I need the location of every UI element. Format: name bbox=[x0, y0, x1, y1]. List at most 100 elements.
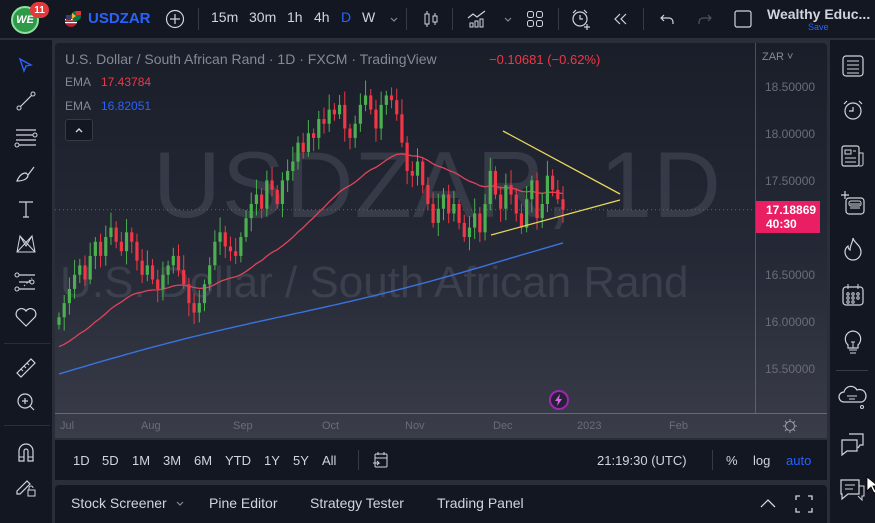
candle-body bbox=[374, 109, 378, 129]
magnet-tool[interactable] bbox=[12, 438, 40, 466]
text-tool[interactable] bbox=[12, 195, 40, 223]
range-ytd[interactable]: YTD bbox=[225, 453, 251, 468]
candle-body bbox=[493, 170, 498, 195]
data-window-button[interactable] bbox=[838, 188, 868, 218]
candle-body bbox=[223, 232, 227, 247]
favorites-tool[interactable] bbox=[12, 304, 40, 332]
candle-body bbox=[104, 237, 108, 256]
fib-retracement-tool[interactable] bbox=[12, 123, 40, 151]
auto-scale-toggle[interactable]: auto bbox=[786, 453, 812, 468]
currency-selector[interactable]: ZAR ˅ bbox=[762, 51, 794, 63]
measure-tool[interactable] bbox=[12, 354, 40, 382]
chart-type-button[interactable] bbox=[420, 8, 442, 30]
chevron-down-icon[interactable] bbox=[175, 500, 185, 508]
watchlist-button[interactable] bbox=[838, 51, 868, 81]
collapse-legend-button[interactable] bbox=[65, 119, 93, 141]
ideas-button[interactable] bbox=[838, 327, 868, 357]
interval-w[interactable]: W bbox=[362, 9, 376, 25]
candle-body bbox=[213, 241, 217, 266]
ema-slow-legend[interactable]: EMA 16.82051 bbox=[65, 99, 151, 113]
time-axis[interactable] bbox=[55, 413, 827, 438]
trendline-lower[interactable] bbox=[490, 199, 621, 236]
ema-fast-legend[interactable]: EMA 17.43784 bbox=[65, 75, 151, 89]
undo-button[interactable] bbox=[656, 8, 678, 30]
candle-body bbox=[327, 109, 331, 124]
create-alert-button[interactable] bbox=[570, 8, 592, 30]
symbol-search-button[interactable]: USDZAR bbox=[88, 10, 151, 27]
prediction-tool[interactable] bbox=[12, 268, 40, 296]
candle-body bbox=[296, 142, 300, 162]
interval-dropdown-button[interactable] bbox=[383, 8, 405, 30]
add-symbol-button[interactable] bbox=[164, 8, 186, 30]
calendar-icon bbox=[842, 284, 864, 306]
candle-body bbox=[509, 185, 513, 195]
price-plot[interactable] bbox=[55, 43, 755, 413]
chart-settings-icon[interactable] bbox=[782, 418, 798, 434]
range-6m[interactable]: 6M bbox=[194, 453, 213, 468]
layout-button[interactable] bbox=[524, 8, 546, 30]
candle-body bbox=[556, 189, 560, 200]
hotlists-button[interactable] bbox=[838, 234, 868, 264]
candle-body bbox=[244, 218, 248, 238]
range-all[interactable]: All bbox=[322, 453, 337, 468]
tab-stock-screener[interactable]: Stock Screener bbox=[71, 495, 167, 511]
interval-1h[interactable]: 1h bbox=[287, 9, 303, 25]
calendar-button[interactable] bbox=[838, 280, 868, 310]
pattern-tool[interactable] bbox=[12, 230, 40, 258]
candle-body bbox=[124, 232, 129, 252]
go-to-date-icon[interactable] bbox=[372, 451, 390, 469]
redo-button[interactable] bbox=[694, 8, 716, 30]
price-axis[interactable] bbox=[755, 43, 827, 413]
news-button[interactable] bbox=[838, 141, 868, 171]
range-5d[interactable]: 5D bbox=[102, 453, 119, 468]
time-label: Feb bbox=[669, 420, 688, 432]
candle-body bbox=[171, 255, 175, 266]
cursor-tool[interactable] bbox=[12, 52, 40, 80]
range-5y[interactable]: 5Y bbox=[293, 453, 309, 468]
tab-strategy-tester[interactable]: Strategy Tester bbox=[310, 495, 404, 511]
candle-body bbox=[311, 133, 316, 138]
range-3m[interactable]: 3M bbox=[163, 453, 182, 468]
interval-15m[interactable]: 15m bbox=[211, 9, 239, 25]
range-1y[interactable]: 1Y bbox=[264, 453, 280, 468]
alerts-button[interactable] bbox=[838, 95, 868, 125]
events-marker[interactable] bbox=[549, 390, 569, 410]
interval-30m[interactable]: 30m bbox=[249, 9, 277, 25]
toolbar-divider bbox=[4, 343, 50, 344]
fullscreen-button[interactable] bbox=[732, 8, 754, 30]
utc-clock[interactable]: 21:19:30 (UTC) bbox=[597, 453, 687, 468]
candle-body bbox=[291, 161, 295, 171]
log-scale-toggle[interactable]: log bbox=[753, 453, 771, 468]
tab-pine-editor[interactable]: Pine Editor bbox=[209, 495, 278, 511]
lock-drawings-tool[interactable] bbox=[12, 472, 40, 500]
trend-line-tool[interactable] bbox=[12, 87, 40, 115]
toolbar-divider bbox=[198, 8, 199, 30]
usd-zar-flag-icon bbox=[65, 11, 81, 27]
zoom-in-tool[interactable] bbox=[12, 388, 40, 416]
range-1m[interactable]: 1M bbox=[132, 453, 151, 468]
trendline-upper[interactable] bbox=[502, 130, 621, 195]
replay-button[interactable] bbox=[609, 8, 631, 30]
private-chats-button[interactable] bbox=[838, 429, 868, 459]
interval-4h[interactable]: 4h bbox=[314, 9, 330, 25]
candle-body bbox=[551, 175, 555, 190]
chevron-up-icon[interactable] bbox=[759, 497, 777, 509]
percent-scale-toggle[interactable]: % bbox=[726, 453, 738, 468]
thought-cloud-icon bbox=[838, 385, 867, 409]
interval-d[interactable]: D bbox=[341, 9, 352, 25]
chat-button[interactable] bbox=[838, 475, 868, 505]
chart-pane[interactable]: USDZAR, 1D U.S. Dollar / South African R… bbox=[55, 43, 827, 438]
candle-body bbox=[447, 194, 451, 214]
save-button[interactable]: Save bbox=[808, 22, 829, 32]
price-label: 17.50000 bbox=[765, 174, 816, 188]
candle-body bbox=[343, 104, 347, 129]
range-1d[interactable]: 1D bbox=[73, 453, 90, 468]
brush-tool[interactable] bbox=[12, 159, 40, 187]
public-chats-button[interactable] bbox=[838, 382, 868, 412]
indicators-button[interactable] bbox=[466, 8, 488, 30]
maximize-panel-icon[interactable] bbox=[795, 495, 813, 513]
tab-trading-panel[interactable]: Trading Panel bbox=[437, 495, 524, 511]
indicators-dropdown-button[interactable] bbox=[497, 8, 519, 30]
layout-name-button[interactable]: Wealthy Educ... bbox=[767, 6, 871, 22]
candle-body bbox=[254, 194, 259, 204]
